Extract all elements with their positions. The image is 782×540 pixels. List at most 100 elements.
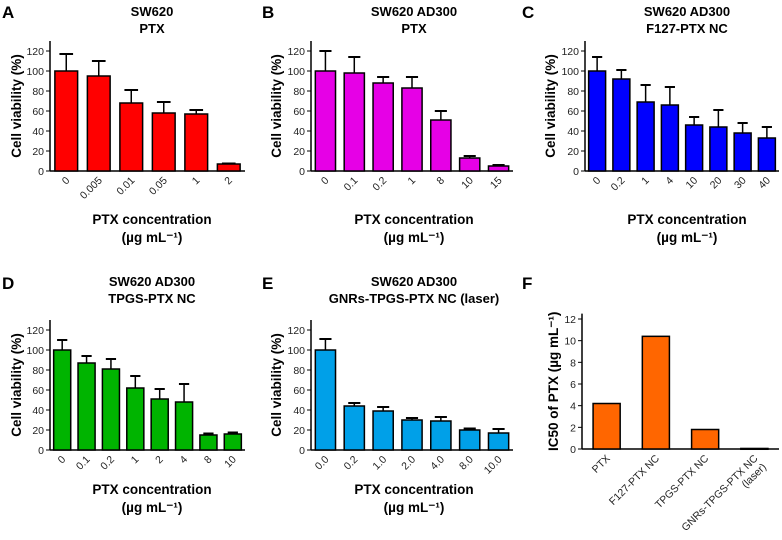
y-tick-label: 100 [26,345,44,357]
y-axis-label: Cell viability (%) [9,333,24,437]
y-tick-label: 8 [570,357,576,369]
chart-title: SW620 AD300 [109,274,195,289]
x-axis-label: PTX concentration [92,482,211,497]
x-axis-label: PTX concentration [354,482,473,497]
bar [740,447,769,451]
x-tick-label: 0 [56,454,69,467]
bar [430,119,452,172]
y-tick-label: 40 [32,405,44,417]
bar [126,387,145,451]
chart-title: GNRs-TPGS-PTX NC (laser) [329,291,499,306]
y-tick-label: 80 [293,365,305,377]
bar [709,126,728,172]
x-tick-label: 2 [153,454,166,467]
y-tick-label: 10 [564,336,576,348]
bar [314,349,337,451]
y-axis-label: Cell viability (%) [543,54,558,158]
bar [733,132,752,172]
bar [199,434,218,451]
y-tick-label: 0 [299,445,305,457]
bar [487,165,510,172]
x-tick-label: 0.2 [98,454,117,473]
x-tick-label: PTX [590,453,613,476]
x-tick-label: 40 [756,175,773,192]
x-tick-label: 2.0 [399,454,418,473]
y-tick-label: 40 [293,126,305,138]
x-tick-label: 0.1 [74,454,93,473]
x-tick-label: 0.2 [342,454,361,473]
y-tick-label: 2 [570,422,576,434]
x-tick-label: 30 [732,175,749,192]
y-tick-label: 100 [287,66,305,78]
y-tick-label: 40 [293,405,305,417]
x-tick-label: 4.0 [428,454,447,473]
x-tick-label: 8.0 [457,454,476,473]
x-tick-label: 0.005 [78,175,105,202]
x-tick-label: 0 [319,175,332,188]
y-tick-label: 0 [38,166,44,178]
bar [684,124,704,172]
chart-title: SW620 AD300 [371,4,457,19]
bar [592,402,621,450]
x-tick-label: 15 [488,175,505,192]
y-tick-label: 60 [32,385,44,397]
bar [119,102,144,172]
bar [757,137,777,172]
bar [612,78,631,172]
bar [372,410,394,451]
panel-label: B [262,3,274,22]
bar [216,163,241,172]
bar [52,349,72,451]
panel-label: A [2,3,14,22]
y-tick-label: 20 [293,146,305,158]
panel-label: F [522,274,532,293]
bar [401,419,423,451]
x-tick-label: 20 [708,175,725,192]
bar [77,362,96,451]
panel-label: C [522,3,534,22]
bar [54,70,79,172]
bar [458,157,481,172]
x-tick-label: 0.01 [114,175,137,198]
bar [636,101,655,172]
x-tick-label: 0.05 [147,175,170,198]
panel-F: F IC50 of PTX (µg mL⁻¹) 0 2 4 6 8 10 12 PTXF127-P… [522,274,779,534]
bar [660,104,680,172]
bar [184,113,209,172]
x-tick-label: 0 [60,175,73,188]
x-axis-label: (µg mL⁻¹) [384,500,445,515]
y-axis-label: Cell viability (%) [9,54,24,158]
y-tick-label: 40 [32,126,44,138]
y-tick-label: 120 [26,325,44,337]
chart-title: TPGS-PTX NC [108,291,196,306]
bar [174,401,194,451]
x-axis-label: PTX concentration [92,212,211,227]
y-tick-label: 120 [26,46,44,58]
bar [150,398,169,451]
x-tick-label: 10.0 [482,454,505,477]
x-tick-label: 1 [190,175,203,188]
x-tick-label: 4 [663,175,676,188]
bar [101,368,121,451]
x-tick-label: 8 [202,454,215,467]
x-axis-label: (µg mL⁻¹) [384,230,445,245]
y-tick-label: 4 [570,401,576,413]
panel-D: D SW620 AD300 TPGS-PTX NC PTX concentration… [2,274,245,515]
x-tick-label: 1.0 [370,454,389,473]
bar [86,75,111,172]
y-tick-label: 60 [293,385,305,397]
x-axis-label: (µg mL⁻¹) [122,500,183,515]
y-tick-label: 0 [38,445,44,457]
bar [587,70,607,172]
y-tick-label: 60 [293,106,305,118]
y-tick-label: 80 [567,86,579,98]
y-tick-label: 20 [567,146,579,158]
y-tick-label: 100 [287,345,305,357]
chart-title: SW620 [131,4,174,19]
bar [343,72,366,172]
x-axis-label: PTX concentration [627,212,746,227]
y-tick-label: 60 [567,106,579,118]
x-tick-label: 10 [222,454,239,471]
panel-A: A SW620 PTX PTX concentration (µg mL⁻¹) Cell … [2,3,245,245]
x-tick-label: 10 [459,175,476,192]
